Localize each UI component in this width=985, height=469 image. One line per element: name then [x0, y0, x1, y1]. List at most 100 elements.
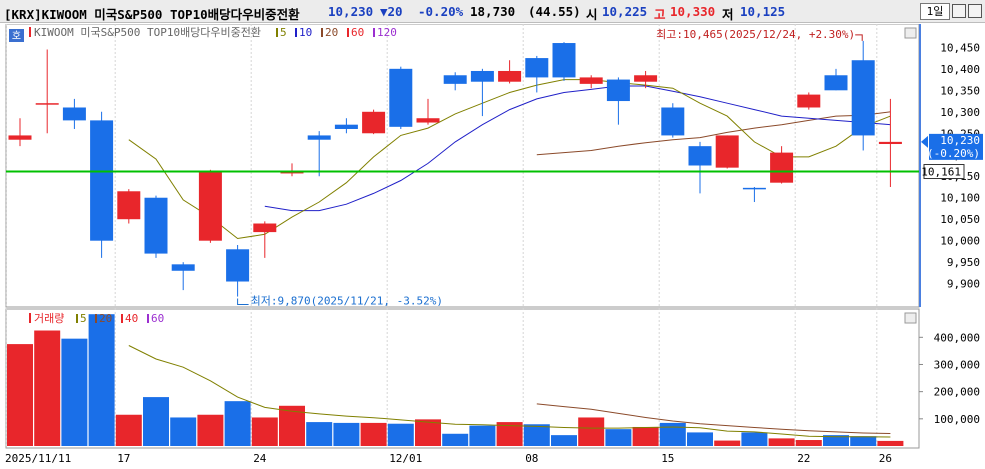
- volume-bar: [659, 422, 686, 446]
- candle-body: [606, 79, 630, 102]
- price-tags: 10,230 (-0.20%) 10,161: [919, 24, 983, 307]
- legend-ma-swatch: [373, 28, 375, 37]
- stock-chart: 9,9009,95010,00010,05010,10010,15010,200…: [5, 24, 983, 465]
- candle-body: [226, 249, 250, 282]
- volume-bar: [251, 417, 278, 446]
- volume-legend-name: 거래량: [34, 312, 64, 325]
- volume-legend-ma-label: 5: [80, 312, 87, 325]
- volume-legend-marker: [29, 313, 31, 323]
- volume-bar: [197, 414, 224, 446]
- current-price-arrow: [921, 135, 928, 148]
- current-price-tag-change: (-0.20%): [927, 147, 980, 160]
- volume-legend-ma-label: 40: [125, 312, 138, 325]
- timeframe-selector[interactable]: 1일: [920, 3, 950, 20]
- candle-body: [498, 70, 522, 82]
- candle-body: [362, 111, 386, 134]
- candle-body: [878, 141, 902, 145]
- legend-ma-label: 120: [377, 26, 397, 39]
- volume-tick-label: 100,000: [934, 413, 980, 426]
- candle-body: [470, 70, 494, 82]
- price-tick-label: 9,900: [947, 278, 980, 291]
- quote-badge-label: 호: [12, 30, 21, 42]
- volume-bar: [360, 422, 387, 446]
- candle-body: [552, 43, 576, 78]
- volume-bar: [795, 440, 822, 446]
- volume-legend-ma-label: 60: [151, 312, 164, 325]
- candle-body: [90, 120, 114, 241]
- candle-body: [389, 68, 413, 127]
- x-tick-label: 12/01: [389, 452, 422, 465]
- volume-bar: [415, 419, 441, 446]
- x-tick-label: 22: [797, 452, 810, 465]
- date-axis: 2025/11/11 17 24 12/01 08 15 22 26: [5, 452, 892, 465]
- candle-body: [280, 171, 304, 174]
- price-tick-label: 10,350: [940, 84, 980, 97]
- candle-body: [253, 223, 277, 233]
- volume-legend-ma-swatch: [76, 314, 78, 323]
- price-tick-label: 10,100: [940, 192, 980, 205]
- current-price: 10,230: [328, 4, 374, 19]
- quote-badge[interactable]: [9, 29, 24, 42]
- volume-bar: [387, 423, 414, 446]
- volume-bar: [496, 422, 523, 446]
- candle-body: [715, 135, 739, 168]
- candle-body: [35, 103, 59, 105]
- volume-ma-lines: [128, 345, 891, 438]
- volume-ma20-line: [536, 403, 891, 434]
- low-annotation-arrow: [237, 298, 249, 306]
- legend-ma-label: 20: [325, 26, 338, 39]
- candlesticks: [8, 40, 902, 297]
- price-annotations: 최고:10,465(2025/12/24, +2.30%) 최저:9,870(2…: [237, 28, 863, 308]
- price-tick-label: 10,400: [940, 63, 980, 76]
- price-tick-label: 10,000: [940, 235, 980, 248]
- legend-ma-label: 5: [280, 26, 287, 39]
- trade-volume: 18,730: [470, 4, 516, 19]
- open-label: 시: [586, 7, 598, 22]
- high-annotation: 최고:10,465(2025/12/24, +2.30%): [656, 28, 855, 41]
- volume-bar: [523, 424, 550, 446]
- volume-panel-button[interactable]: [904, 312, 917, 324]
- current-price-tag-value: 10,230: [940, 134, 980, 147]
- candle-body: [579, 77, 603, 84]
- horizontal-line-tag: [923, 164, 965, 180]
- volume-bar: [442, 433, 469, 446]
- volume-bar: [605, 429, 632, 446]
- candle-body: [416, 118, 440, 123]
- legend-ma-swatch: [276, 28, 278, 37]
- high-price: 10,330: [670, 4, 716, 19]
- x-tick-label: 26: [879, 452, 892, 465]
- low-annotation: 최저:9,870(2025/11/21, -3.52%): [251, 295, 443, 308]
- legend-instrument-name: KIWOOM 미국S&P500 TOP10배당다우비중전환: [34, 26, 261, 39]
- restore-button[interactable]: [952, 4, 966, 18]
- x-tick-label: 15: [661, 452, 674, 465]
- volume-bar: [741, 432, 768, 446]
- price-tick-label: 10,450: [940, 41, 980, 54]
- candle-body: [171, 264, 195, 271]
- volume-tick-label: 300,000: [934, 358, 980, 371]
- ma5-line: [128, 79, 891, 240]
- volume-bar: [877, 440, 904, 446]
- candle-body: [62, 107, 86, 121]
- volume-ratio: (44.55): [528, 4, 581, 19]
- candle-body: [851, 60, 875, 136]
- volume-bars: [7, 314, 904, 446]
- legend-ma-items: 5 10 20 60 120: [276, 26, 397, 39]
- legend-ma-label: 60: [351, 26, 364, 39]
- volume-bar: [170, 417, 197, 446]
- instrument-title: [KRX]KIWOOM 미국S&P500 TOP10배당다우비중전환: [4, 7, 300, 22]
- close-button[interactable]: [968, 4, 982, 18]
- candle-body: [661, 107, 685, 136]
- x-tick-label: 08: [525, 452, 538, 465]
- volume-bar: [850, 436, 877, 446]
- low-price: 10,125: [740, 4, 786, 19]
- volume-bar: [823, 435, 849, 446]
- candle-body: [198, 171, 222, 241]
- volume-tick-label: 400,000: [934, 331, 980, 344]
- low-label: 저: [722, 7, 734, 22]
- price-tick-label: 9,950: [947, 256, 980, 269]
- current-price-tag: [929, 133, 983, 160]
- legend-ma-label: 10: [299, 26, 312, 39]
- volume-bar: [632, 426, 659, 446]
- legend-ma-swatch: [321, 28, 323, 37]
- panel-scroll-button[interactable]: [904, 27, 917, 39]
